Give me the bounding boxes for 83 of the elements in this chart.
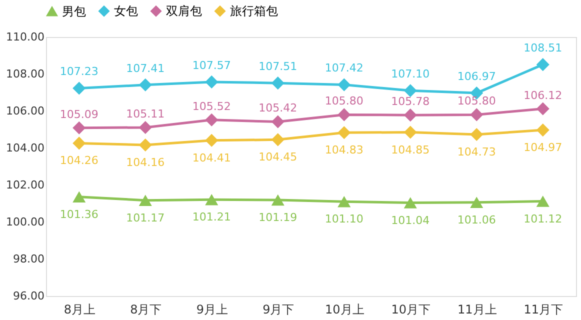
data-label: 104.41 [192, 151, 231, 164]
point [404, 197, 417, 208]
data-label: 105.42 [258, 102, 298, 115]
x-tick-label: 9月下 [262, 302, 294, 316]
point [138, 194, 152, 206]
point [338, 108, 351, 122]
data-label: 101.17 [126, 211, 165, 224]
data-label: 107.10 [391, 68, 430, 81]
point [338, 78, 351, 92]
point [536, 58, 550, 72]
y-tick-label: 108.00 [6, 68, 44, 80]
x-tick-label: 10月上 [324, 302, 364, 316]
point [205, 75, 218, 88]
data-label: 101.10 [324, 212, 364, 226]
data-label: 104.83 [324, 144, 364, 157]
y-tick-label: 100.00 [6, 216, 44, 228]
data-label: 104.85 [391, 143, 430, 156]
x-tick-label: 8月上 [64, 302, 96, 316]
x-tick-label: 11月下 [524, 302, 564, 316]
point [470, 108, 484, 122]
point [470, 128, 484, 142]
data-label: 104.73 [457, 145, 496, 158]
data-label: 105.80 [457, 94, 496, 108]
y-tick-label: 106.00 [6, 104, 44, 118]
point [205, 113, 218, 126]
y-tick-label: 110.00 [6, 30, 44, 44]
point [470, 196, 484, 208]
point [338, 126, 351, 140]
data-label: 107.41 [126, 62, 165, 75]
data-label: 107.57 [192, 58, 231, 72]
data-label: 106.97 [457, 70, 496, 84]
legend-label: 双肩包 [166, 4, 202, 18]
point [72, 191, 86, 202]
y-tick-label: 96.00 [13, 290, 44, 302]
data-label: 101.36 [60, 208, 98, 221]
point [271, 76, 284, 90]
y-tick-label: 104.00 [6, 142, 44, 154]
point [271, 115, 284, 128]
point [536, 124, 550, 137]
point [338, 196, 351, 208]
y-tick-label: 98.00 [13, 252, 44, 266]
legend-label: 女包 [114, 4, 138, 18]
point [138, 138, 152, 152]
point [205, 134, 218, 147]
data-label: 107.51 [258, 60, 298, 74]
data-label: 101.19 [258, 210, 298, 224]
data-label: 105.11 [126, 107, 165, 120]
point [72, 82, 86, 95]
y-tick-label: 102.00 [6, 178, 44, 192]
data-label: 105.09 [60, 108, 98, 121]
x-tick-label: 11月上 [457, 302, 497, 316]
point [536, 102, 550, 116]
data-label: 104.26 [60, 154, 98, 168]
data-label: 104.16 [126, 156, 165, 170]
point [271, 133, 284, 146]
data-label: 105.80 [324, 94, 364, 108]
data-label: 104.97 [524, 141, 562, 154]
point [72, 136, 86, 150]
point [205, 194, 218, 206]
data-label: 104.45 [258, 150, 298, 164]
legend-label: 旅行箱包 [230, 4, 278, 18]
data-label: 108.51 [524, 42, 562, 55]
x-tick-label: 9月上 [196, 302, 228, 316]
point [404, 84, 417, 98]
point [138, 120, 152, 134]
data-label: 105.52 [192, 100, 231, 113]
data-label: 101.12 [524, 212, 562, 226]
x-tick-label: 10月下 [391, 302, 431, 316]
point [536, 196, 550, 207]
data-label: 107.23 [60, 65, 98, 78]
data-label: 105.78 [391, 95, 430, 108]
data-label: 107.42 [324, 62, 364, 75]
point [404, 126, 417, 139]
point [138, 78, 152, 92]
point [72, 121, 86, 134]
data-label: 101.06 [457, 213, 496, 226]
x-tick-label: 8月下 [130, 302, 162, 316]
point [271, 194, 284, 206]
legend-label: 男包 [62, 4, 86, 18]
data-label: 101.21 [192, 210, 231, 224]
point [404, 108, 417, 122]
data-label: 101.04 [391, 214, 430, 227]
data-label: 106.12 [524, 88, 562, 102]
